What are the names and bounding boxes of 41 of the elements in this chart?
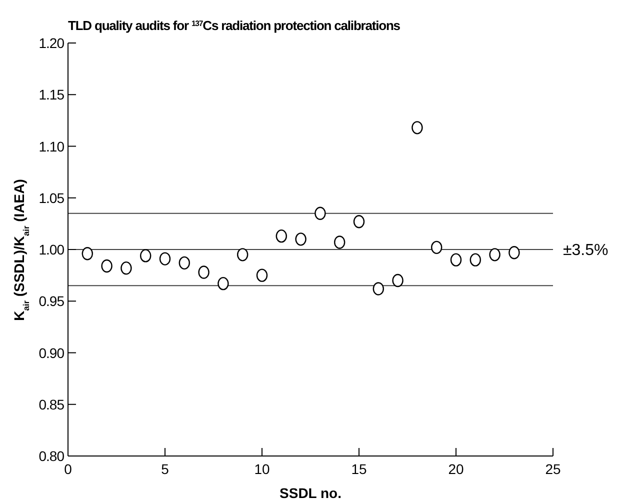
point bbox=[82, 247, 93, 260]
point bbox=[489, 248, 500, 262]
point bbox=[431, 240, 442, 254]
point bbox=[178, 256, 190, 270]
x-tick-label: 5 bbox=[161, 461, 170, 477]
point bbox=[450, 253, 462, 266]
point bbox=[334, 236, 346, 249]
point bbox=[412, 121, 423, 134]
y-tick-label: 0.95 bbox=[38, 293, 65, 310]
point bbox=[218, 276, 229, 290]
x-tick-label: 25 bbox=[545, 461, 561, 477]
chart-title: TLD quality audits for $^{137}$Cs radiation protection calibrations bbox=[68, 18, 400, 33]
point bbox=[101, 259, 112, 273]
y-tick-label: 1.10 bbox=[38, 138, 65, 154]
x-tick-label: 20 bbox=[448, 461, 464, 477]
point bbox=[372, 282, 384, 296]
point bbox=[470, 253, 481, 266]
point bbox=[159, 252, 171, 266]
y-tick-label: 1.00 bbox=[38, 242, 65, 258]
x-axis-title: SSDL no. bbox=[280, 485, 342, 501]
point bbox=[314, 206, 326, 220]
y-tick-label: 0.90 bbox=[38, 344, 65, 361]
point bbox=[508, 246, 520, 260]
point bbox=[120, 261, 132, 275]
x-tick-label: 15 bbox=[351, 461, 367, 477]
y-tick-label: 0.80 bbox=[38, 448, 65, 464]
point bbox=[295, 232, 306, 246]
y-tick-label: 1.15 bbox=[38, 86, 65, 103]
y-tick-label: 1.05 bbox=[38, 190, 65, 206]
point bbox=[237, 248, 248, 262]
point bbox=[276, 229, 287, 243]
point bbox=[353, 215, 365, 228]
y-tick-label: 1.20 bbox=[38, 35, 65, 51]
x-tick-label: 0 bbox=[64, 461, 72, 477]
point bbox=[392, 274, 404, 288]
point bbox=[198, 266, 210, 279]
point bbox=[140, 249, 152, 262]
point bbox=[256, 268, 268, 282]
annotation: ±3.5% bbox=[563, 242, 608, 260]
y-tick-label: 0.85 bbox=[38, 396, 65, 412]
x-tick-label: 10 bbox=[254, 461, 270, 477]
